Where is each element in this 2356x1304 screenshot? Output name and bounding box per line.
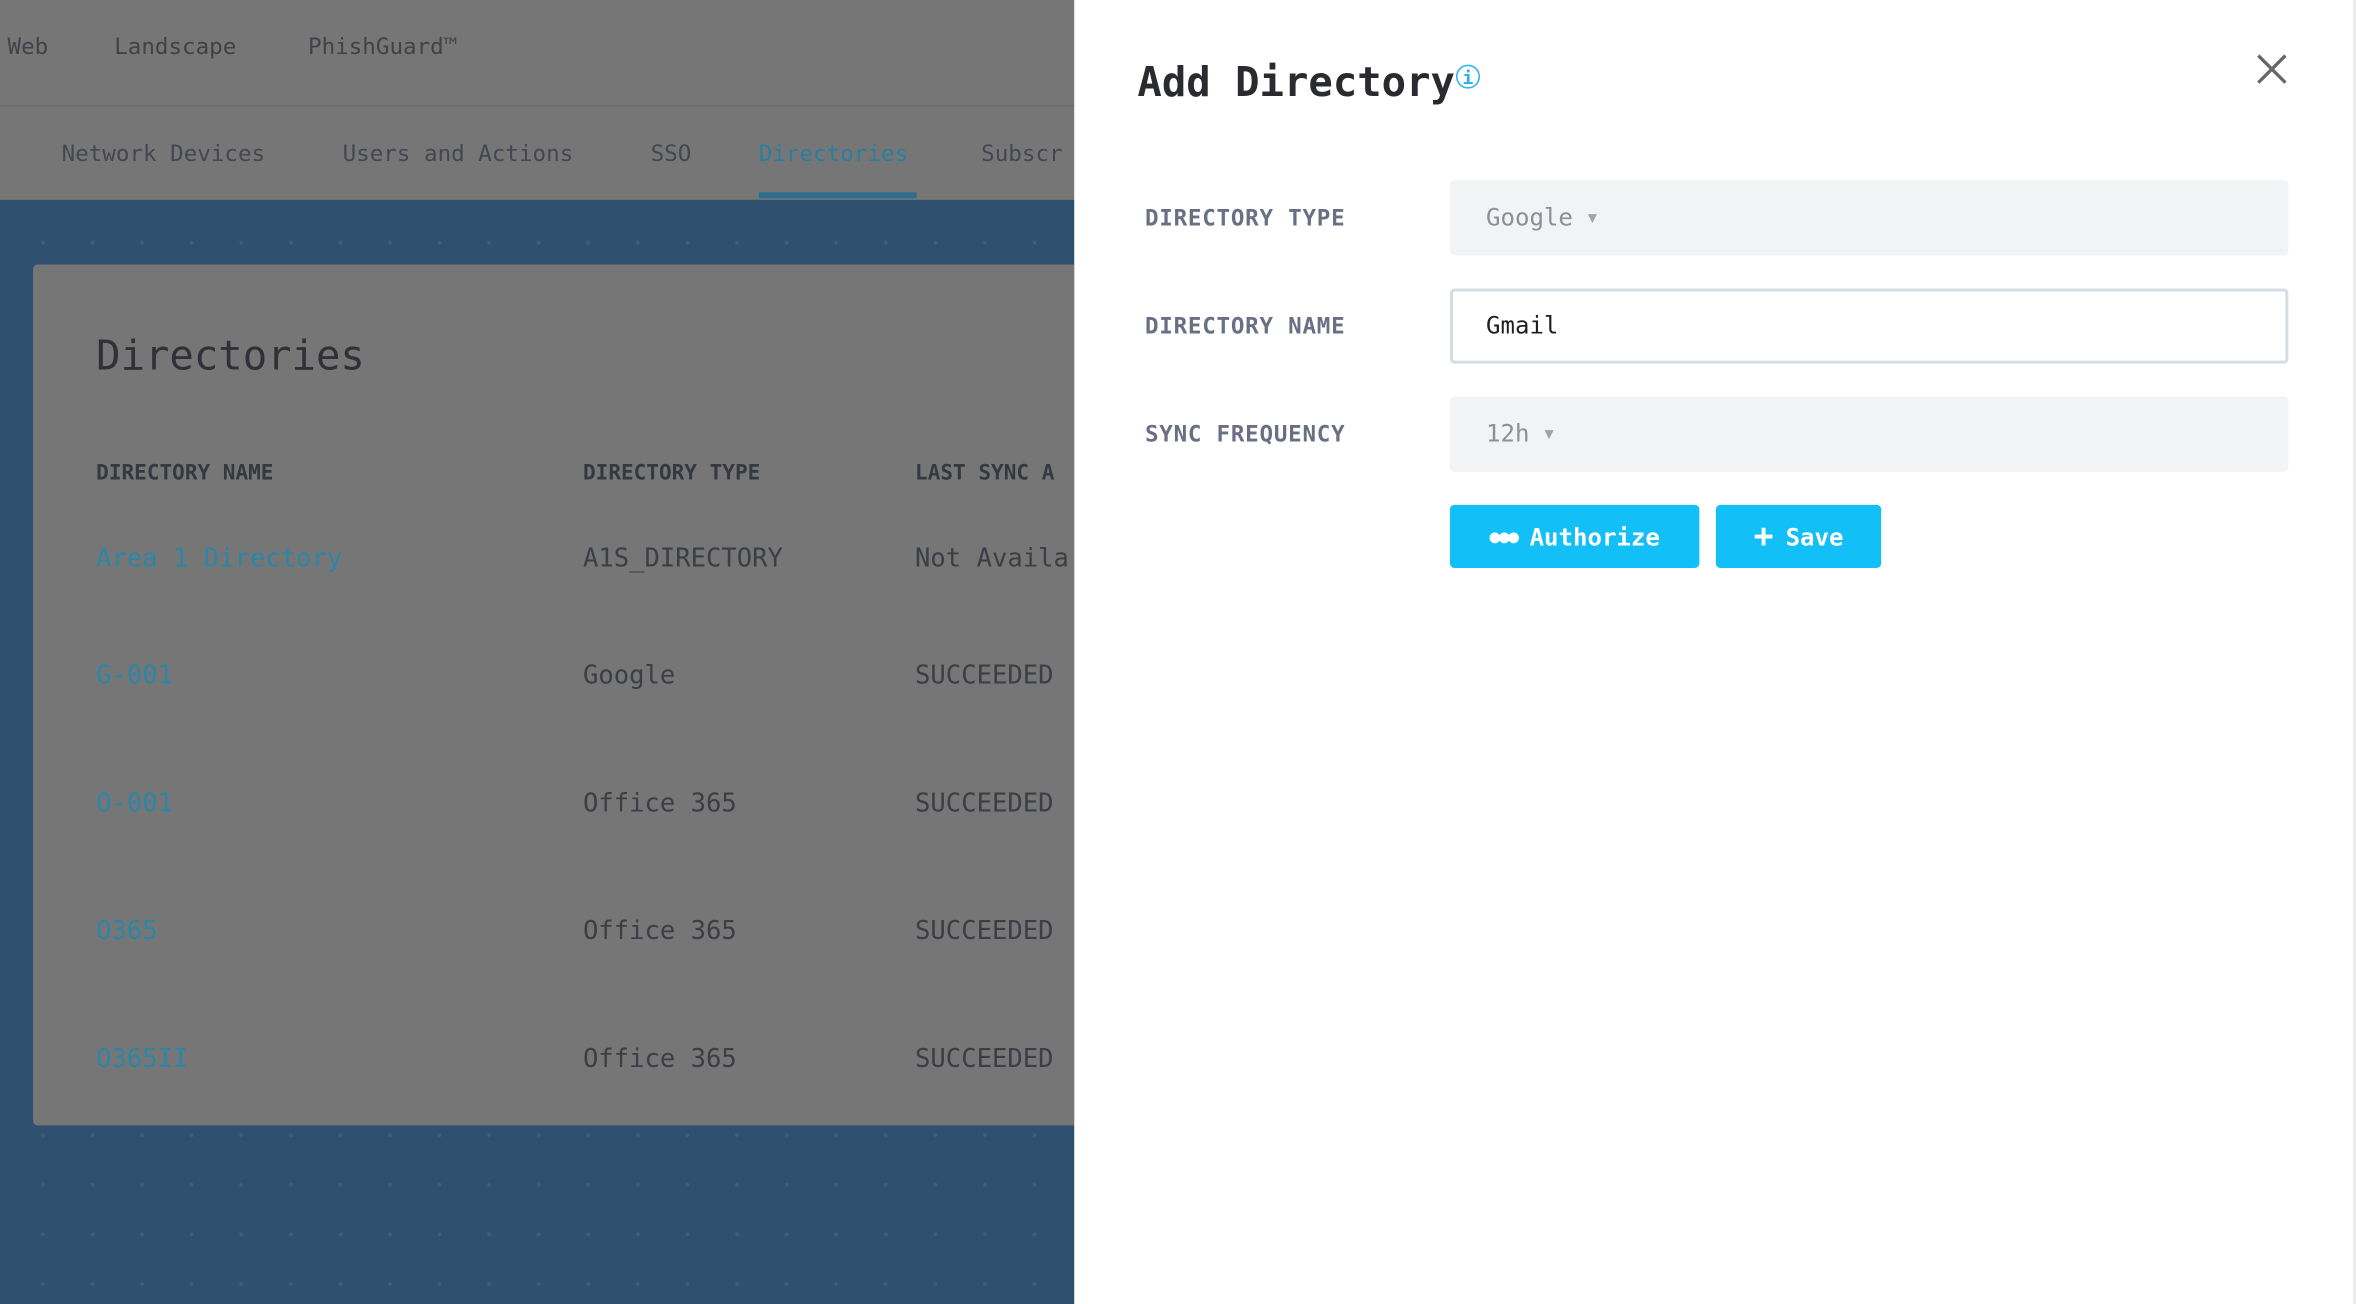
sync-frequency-select[interactable]: 12h ▼: [1449, 396, 2289, 472]
directory-type-cell: Google: [582, 661, 676, 692]
directory-name-label: DIRECTORY NAME: [1144, 312, 1346, 340]
settings-tabs: Network Devices Users and Actions SSO Di…: [0, 107, 1074, 200]
directory-name-link[interactable]: O-001: [96, 788, 174, 819]
last-sync-cell: Not Availa: [915, 543, 1069, 574]
tab-network-devices[interactable]: Network Devices: [61, 139, 266, 167]
scrollbar[interactable]: [2352, 0, 2356, 1304]
directory-name-link[interactable]: O365II: [96, 1044, 189, 1075]
directory-type-select[interactable]: Google ▼: [1449, 180, 2289, 256]
nav-landscape[interactable]: Landscape: [114, 33, 237, 61]
plus-icon: +: [1753, 517, 1774, 556]
directory-type-cell: A1S_DIRECTORY: [582, 543, 783, 574]
directory-name-input[interactable]: Gmail: [1449, 288, 2289, 364]
authorize-button[interactable]: ●●● Authorize: [1449, 504, 1700, 568]
last-sync-cell: SUCCEEDED: [915, 788, 1054, 819]
sync-frequency-value: 12h: [1486, 419, 1530, 448]
tab-users-and-actions[interactable]: Users and Actions: [342, 139, 574, 167]
directory-name-link[interactable]: Area 1 Directory: [96, 543, 343, 574]
active-tab-indicator: [758, 192, 917, 199]
column-header-name[interactable]: DIRECTORY NAME: [96, 461, 274, 486]
close-icon[interactable]: [2254, 51, 2290, 87]
last-sync-cell: SUCCEEDED: [915, 661, 1054, 692]
last-sync-cell: SUCCEEDED: [915, 916, 1054, 947]
directory-name-value: Gmail: [1486, 311, 1559, 340]
directory-type-cell: Office 365: [582, 916, 737, 947]
directory-name-link[interactable]: G-001: [96, 661, 174, 692]
panel-title: Add Directory: [1137, 60, 1455, 107]
sync-frequency-label: SYNC FREQUENCY: [1144, 420, 1346, 448]
save-button[interactable]: + Save: [1715, 504, 1882, 568]
nav-phishguard[interactable]: PhishGuard™: [308, 33, 458, 61]
more-dots-icon: ●●●: [1489, 525, 1519, 547]
nav-web[interactable]: Web: [7, 33, 49, 61]
directory-type-label: DIRECTORY TYPE: [1144, 204, 1346, 232]
directory-name-link[interactable]: O365: [96, 916, 158, 947]
save-label: Save: [1785, 522, 1844, 551]
column-header-last-sync[interactable]: LAST SYNC A: [915, 461, 1055, 486]
tab-subscriptions[interactable]: Subscr: [981, 139, 1063, 167]
directory-type-value: Google: [1486, 202, 1573, 232]
card-title: Directories: [96, 333, 365, 381]
column-header-type[interactable]: DIRECTORY TYPE: [582, 461, 761, 486]
authorize-label: Authorize: [1529, 522, 1660, 551]
tab-directories[interactable]: Directories: [758, 139, 909, 167]
last-sync-cell: SUCCEEDED: [915, 1044, 1054, 1075]
top-nav: Web Landscape PhishGuard™: [0, 0, 1075, 107]
info-icon[interactable]: i: [1455, 64, 1481, 89]
caret-down-icon: ▼: [1587, 210, 1597, 227]
directories-card: Directories DIRECTORY NAME DIRECTORY TYP…: [33, 264, 1075, 1126]
directory-type-cell: Office 365: [582, 788, 737, 819]
directory-type-cell: Office 365: [582, 1044, 737, 1075]
caret-down-icon: ▼: [1544, 426, 1554, 444]
add-directory-panel: Add Directory i DIRECTORY TYPE Google ▼ D…: [1074, 0, 2356, 1304]
background-page: Web Landscape PhishGuard™ Network Device…: [0, 0, 1075, 1304]
tab-sso[interactable]: SSO: [650, 139, 692, 167]
